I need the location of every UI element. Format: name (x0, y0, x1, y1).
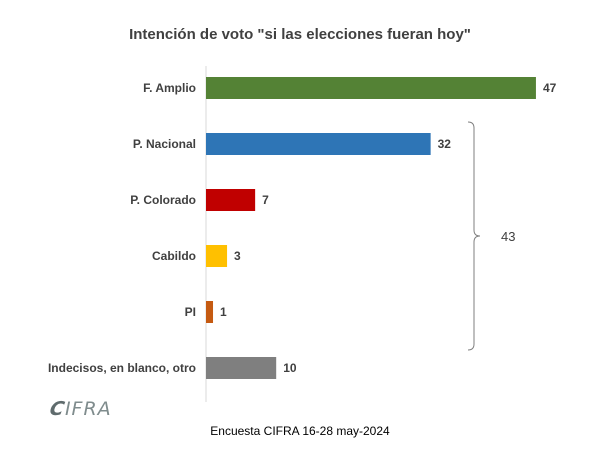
category-label: F. Amplio (143, 81, 196, 95)
data-label: 32 (438, 137, 452, 151)
data-label: 1 (220, 305, 227, 319)
logo-text: IFRA (64, 398, 112, 420)
category-label: Cabildo (152, 249, 196, 263)
bracket-line (467, 121, 481, 351)
category-label: P. Colorado (130, 193, 196, 207)
bracket-label: 43 (501, 229, 515, 244)
bar (206, 133, 431, 155)
data-label: 7 (262, 193, 269, 207)
data-label: 10 (283, 361, 297, 375)
data-label: 3 (234, 249, 241, 263)
bar (206, 189, 256, 211)
data-label: 47 (543, 81, 557, 95)
bar (206, 357, 277, 379)
cifra-logo: CIFRA (48, 398, 112, 420)
category-label: P. Nacional (133, 137, 196, 151)
bar (206, 301, 214, 323)
category-label: Indecisos, en blanco, otro (48, 361, 196, 375)
category-label: PI (185, 305, 196, 319)
footer-source: Encuesta CIFRA 16-28 may-2024 (210, 424, 390, 438)
bar (206, 77, 536, 99)
bar (206, 245, 228, 267)
chart-title: Intención de voto "si las elecciones fue… (129, 26, 471, 43)
